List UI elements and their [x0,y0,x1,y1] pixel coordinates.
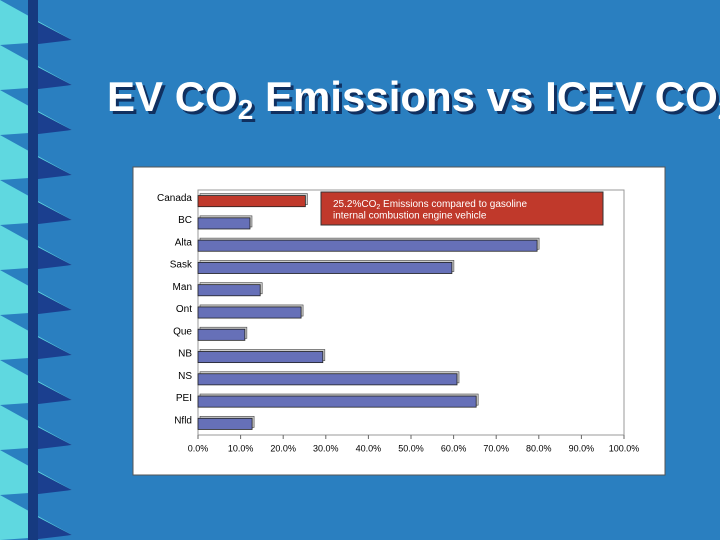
title-subscript: 2 [241,97,257,128]
bar [197,239,538,252]
x-tick-label: 50.0% [398,443,424,453]
x-tick-label: 80.0% [526,443,552,453]
title-text: Emissions vs ICEV CO [253,73,718,120]
decoration [0,0,72,540]
y-tick-label: Nfld [174,416,192,427]
x-tick-label: 0.0% [188,443,209,453]
title-subscript: 2 [238,94,254,125]
chart: 0.0% 10.0% 20.0% 30.0% 40.0% 50.0% 60.0% 70.0% 8… [157,191,640,453]
title-text: EV CO [107,73,238,120]
y-tick-label: Alta [175,237,193,248]
annotation-text: 25.2%CO [333,199,377,210]
decor-shade [30,288,72,315]
y-tick-label: NB [178,349,192,360]
bar [197,328,246,341]
bar [197,284,261,297]
y-tick-label: PEI [176,393,192,404]
y-tick-label: BC [178,215,192,226]
y-tick-label: Ont [176,304,192,315]
bar [197,351,324,364]
bar [197,395,477,408]
title-shadow: EV CO2 Emissions vs ICEV CO2 [110,76,720,128]
title-text: Emissions vs ICEV CO [256,76,720,123]
title-subscript: 2 [718,94,720,125]
x-tick-label: 30.0% [313,443,339,453]
decor-shade [30,333,72,360]
bar [197,417,253,430]
decor-shade [30,108,72,135]
decor-shade [30,423,72,450]
bar [197,217,251,230]
decor-shade [30,63,72,90]
annotation-text: Emissions compared to gasoline [380,199,527,210]
y-tick-label: Sask [170,260,193,271]
annotation-line: internal combustion engine vehicle [333,211,487,222]
x-tick-label: 100.0% [609,443,640,453]
bar [197,306,302,319]
decor-strip [28,0,38,540]
y-tick-label: Que [173,326,192,337]
bar [197,195,306,208]
decor-shade [30,378,72,405]
x-tick-label: 90.0% [569,443,595,453]
decor-shade [30,468,72,495]
y-tick-label: Man [173,282,192,293]
y-tick-label: NS [178,371,192,382]
decor-shade [30,18,72,45]
bar [197,261,453,274]
x-tick-label: 10.0% [228,443,254,453]
decor-shade [30,198,72,225]
bar [197,373,458,386]
decor-shade [30,513,72,540]
slide-title: EV CO2 Emissions vs ICEV CO2 [107,73,720,125]
annotation-box [320,191,604,226]
decor-shade [30,153,72,180]
title-text: EV CO [110,76,241,123]
decor-shade [30,243,72,270]
x-tick-label: 20.0% [270,443,296,453]
annotation-line: 25.2%CO2 Emissions compared to gasoline [333,199,527,211]
x-tick-label: 70.0% [483,443,509,453]
x-tick-label: 40.0% [356,443,382,453]
annotation-subscript: 2 [376,204,380,211]
y-tick-label: Canada [157,193,192,204]
x-tick-label: 60.0% [441,443,467,453]
